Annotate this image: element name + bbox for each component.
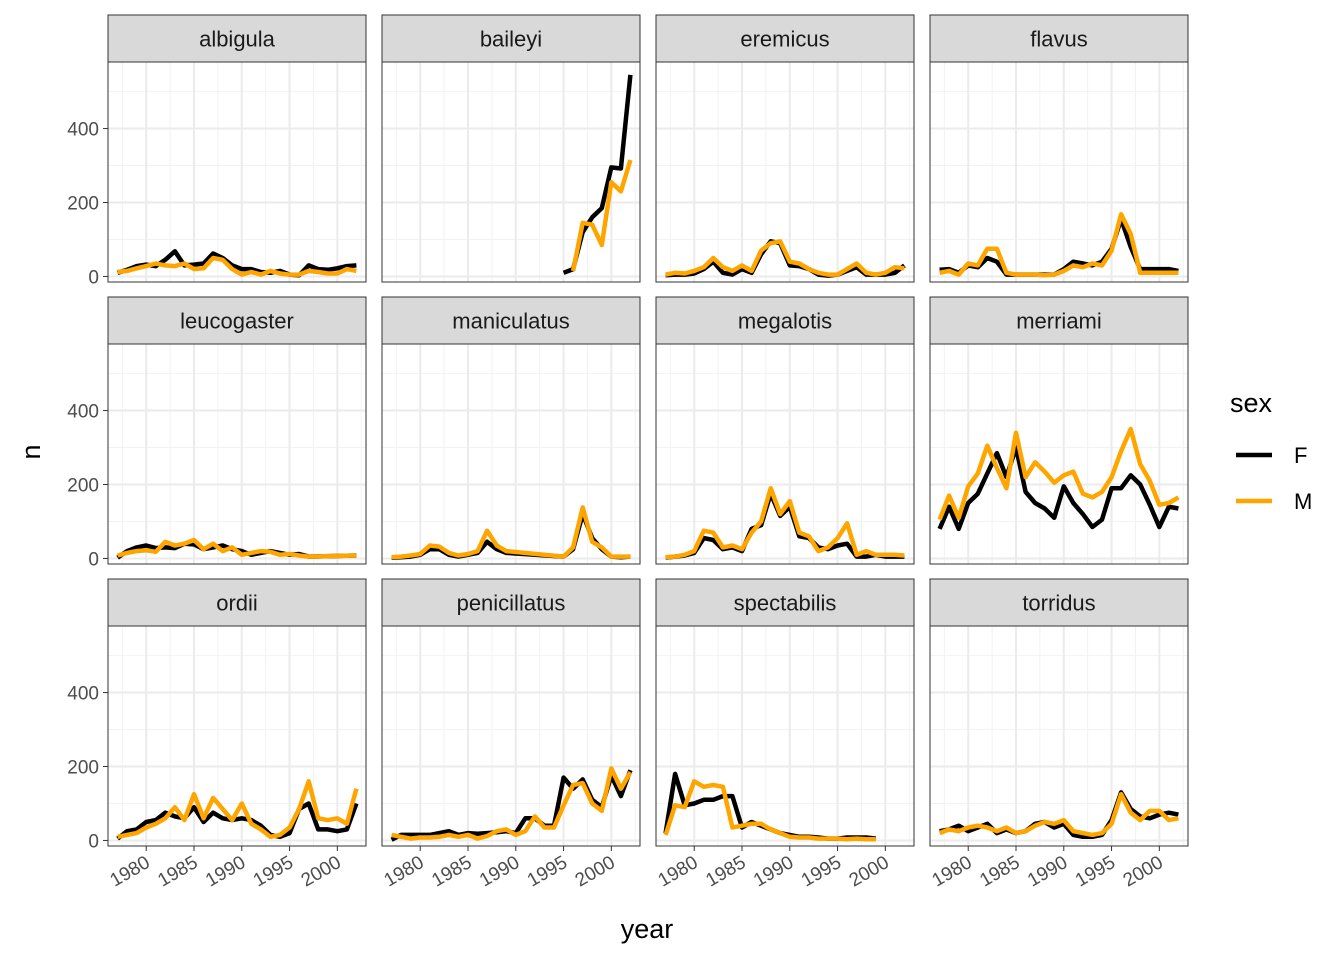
y-tick-label: 400 bbox=[67, 120, 99, 141]
panel-background bbox=[930, 62, 1188, 282]
panel-border bbox=[381, 625, 641, 847]
legend-entries: FM bbox=[1236, 443, 1312, 514]
facet-panel: megalotis bbox=[655, 296, 915, 565]
legend: sex FM bbox=[1230, 388, 1312, 514]
y-tick-label: 200 bbox=[67, 758, 99, 779]
facet-strip-label: albigula bbox=[199, 27, 276, 52]
facet-strip bbox=[381, 296, 641, 345]
legend-label: F bbox=[1294, 443, 1307, 468]
panel-border bbox=[655, 625, 915, 847]
panel-border bbox=[929, 61, 1189, 283]
series-line-M bbox=[570, 159, 633, 272]
series-line-M bbox=[117, 537, 357, 559]
facet-strip-label: merriami bbox=[1016, 309, 1102, 334]
facet-strip-label: flavus bbox=[1030, 27, 1087, 52]
panel-border bbox=[929, 343, 1189, 565]
facet-panels: albigula 0 200 400 baileyi eremicus flavus leuc… bbox=[67, 14, 1189, 891]
y-tick-label: 0 bbox=[88, 267, 99, 288]
panel-border bbox=[655, 61, 915, 283]
panel-border bbox=[107, 343, 367, 565]
y-tick-label: 200 bbox=[67, 194, 99, 215]
facet-strip-label: eremicus bbox=[740, 27, 829, 52]
panel-background bbox=[656, 62, 914, 282]
x-axis-title: year bbox=[621, 914, 674, 944]
facet-panel: leucogaster 0 200 400 bbox=[67, 296, 367, 570]
panel-background bbox=[382, 344, 640, 564]
series-line-M bbox=[939, 212, 1179, 278]
facet-strip bbox=[929, 296, 1189, 345]
panel-background bbox=[108, 344, 366, 564]
facet-panel: flavus bbox=[929, 14, 1189, 283]
y-tick-label: 0 bbox=[88, 831, 99, 852]
facet-strip-label: maniculatus bbox=[452, 309, 569, 334]
facet-strip-label: torridus bbox=[1022, 591, 1095, 616]
series-line-M bbox=[665, 239, 905, 277]
facet-strip-label: penicillatus bbox=[457, 591, 566, 616]
facet-strip bbox=[107, 578, 367, 627]
series-line-M bbox=[663, 779, 876, 842]
series-line-M bbox=[937, 426, 1180, 521]
panel-border bbox=[107, 625, 367, 847]
panel-background bbox=[930, 344, 1188, 564]
legend-title: sex bbox=[1230, 388, 1273, 418]
y-tick-label: 400 bbox=[67, 402, 99, 423]
panel-border bbox=[655, 343, 915, 565]
facet-strip bbox=[655, 14, 915, 63]
facet-strip-label: megalotis bbox=[738, 309, 832, 334]
panel-border bbox=[381, 61, 641, 283]
y-tick-label: 400 bbox=[67, 684, 99, 705]
panel-border bbox=[381, 343, 641, 565]
panel-background bbox=[382, 62, 640, 282]
facet-strip bbox=[929, 578, 1189, 627]
series-line-F bbox=[937, 445, 1179, 532]
facet-strip bbox=[381, 578, 641, 627]
panel-background bbox=[656, 626, 914, 846]
facet-strip bbox=[929, 14, 1189, 63]
facet-strip bbox=[107, 14, 367, 63]
series-line-M bbox=[117, 255, 357, 277]
series-line-M bbox=[938, 791, 1179, 838]
y-axis-title: n bbox=[16, 444, 46, 459]
panel-border bbox=[107, 61, 367, 283]
facet-panel: merriami bbox=[929, 296, 1189, 565]
facet-panel: baileyi bbox=[381, 14, 641, 283]
series-line-F bbox=[116, 801, 359, 841]
facet-panel: albigula 0 200 400 bbox=[67, 14, 367, 288]
series-line-M bbox=[391, 505, 631, 560]
panel-background bbox=[656, 344, 914, 564]
facet-strip bbox=[655, 296, 915, 345]
y-tick-label: 0 bbox=[88, 549, 99, 570]
series-line-M bbox=[117, 779, 359, 840]
y-tick-label: 200 bbox=[67, 476, 99, 497]
series-line-M bbox=[391, 766, 633, 841]
facet-strip bbox=[655, 578, 915, 627]
panel-border bbox=[929, 625, 1189, 847]
series-line-M bbox=[665, 485, 905, 560]
facet-panel: maniculatus bbox=[381, 296, 641, 565]
facet-strip bbox=[107, 296, 367, 345]
facet-strip-label: baileyi bbox=[480, 27, 542, 52]
panel-background bbox=[108, 62, 366, 282]
facet-strip-label: spectabilis bbox=[734, 591, 837, 616]
panel-background bbox=[930, 626, 1188, 846]
facet-strip-label: leucogaster bbox=[180, 309, 294, 334]
legend-label: M bbox=[1294, 489, 1312, 514]
facet-panel: eremicus bbox=[655, 14, 915, 283]
facet-strip-label: ordii bbox=[216, 591, 258, 616]
